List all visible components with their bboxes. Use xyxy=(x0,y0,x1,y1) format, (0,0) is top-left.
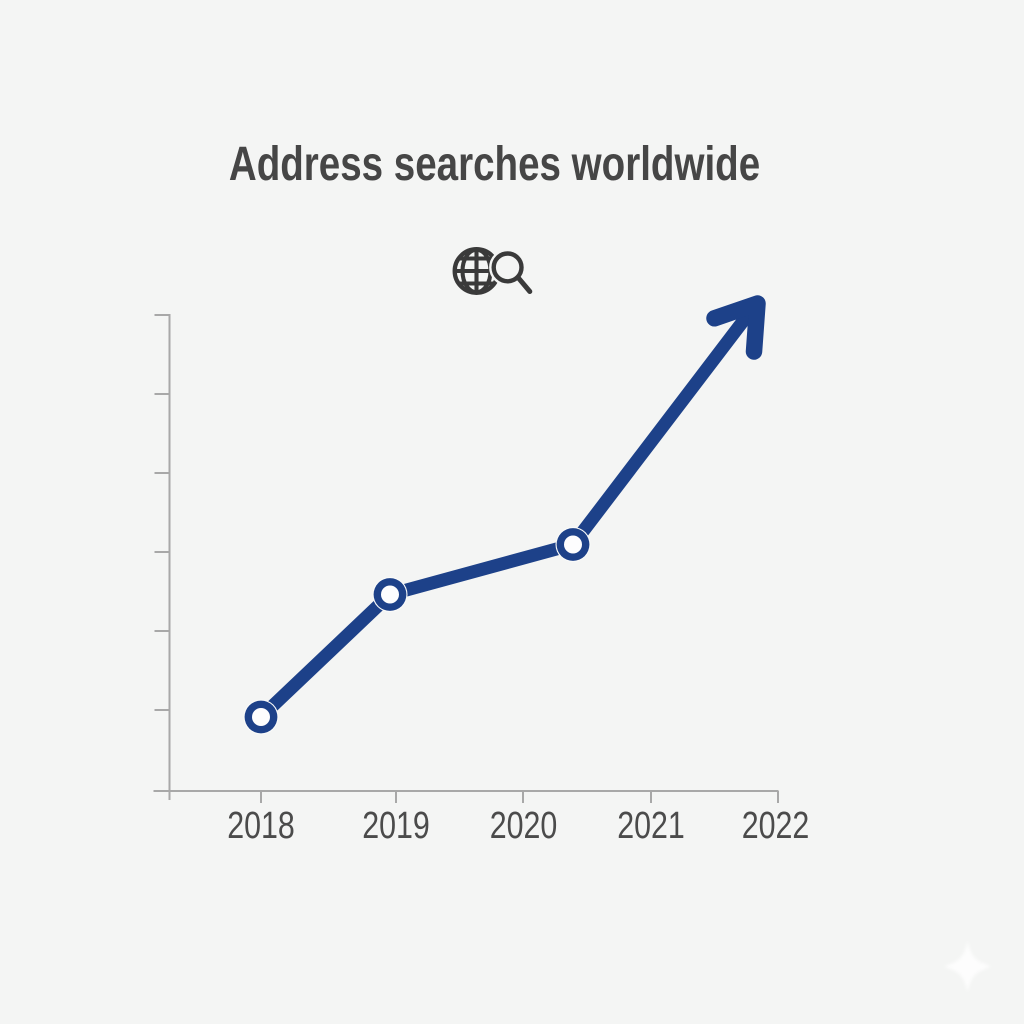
svg-text:Address searches worldwide: Address searches worldwide xyxy=(229,137,760,191)
svg-text:2020: 2020 xyxy=(490,805,558,847)
svg-text:2021: 2021 xyxy=(617,805,685,847)
svg-text:2022: 2022 xyxy=(742,805,810,847)
svg-text:2019: 2019 xyxy=(362,805,430,847)
svg-text:2018: 2018 xyxy=(227,805,295,847)
